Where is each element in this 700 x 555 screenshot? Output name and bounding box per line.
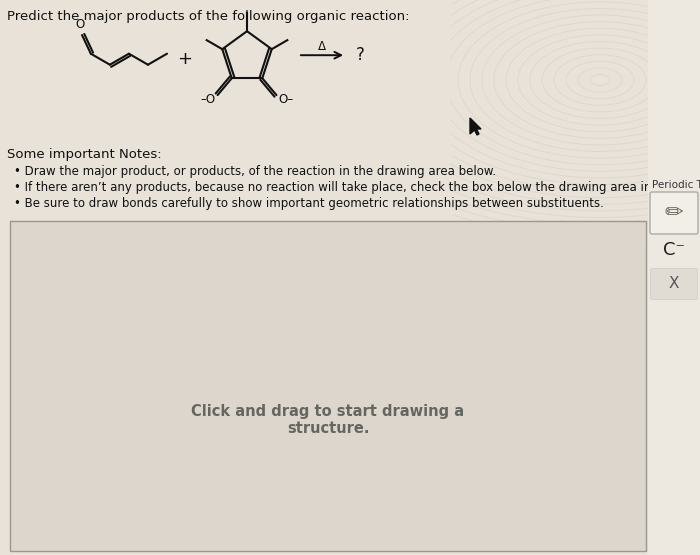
Polygon shape — [470, 118, 481, 135]
Text: ?: ? — [356, 46, 365, 64]
Text: structure.: structure. — [287, 421, 370, 436]
Text: Δ: Δ — [318, 40, 326, 53]
Text: C⁻: C⁻ — [663, 241, 685, 259]
Text: • Be sure to draw bonds carefully to show important geometric relationships betw: • Be sure to draw bonds carefully to sho… — [14, 197, 604, 210]
Text: –O: –O — [200, 93, 216, 105]
Text: • If there aren’t any products, because no reaction will take place, check the b: • If there aren’t any products, because … — [14, 181, 674, 194]
Text: +: + — [178, 50, 193, 68]
Text: O–: O– — [279, 93, 293, 105]
Text: Periodic Ta: Periodic Ta — [652, 180, 700, 190]
Text: Click and drag to start drawing a: Click and drag to start drawing a — [191, 404, 465, 419]
FancyBboxPatch shape — [650, 269, 697, 300]
Text: O: O — [76, 18, 85, 31]
Text: • Draw the major product, or products, of the reaction in the drawing area below: • Draw the major product, or products, o… — [14, 165, 496, 178]
Bar — [648, 0, 700, 555]
Text: Some important Notes:: Some important Notes: — [7, 148, 162, 161]
Text: X: X — [668, 276, 679, 291]
Bar — [10, 221, 646, 551]
FancyBboxPatch shape — [650, 192, 698, 234]
Text: Predict the major products of the following organic reaction:: Predict the major products of the follow… — [7, 10, 409, 23]
Text: ✏: ✏ — [665, 203, 683, 223]
